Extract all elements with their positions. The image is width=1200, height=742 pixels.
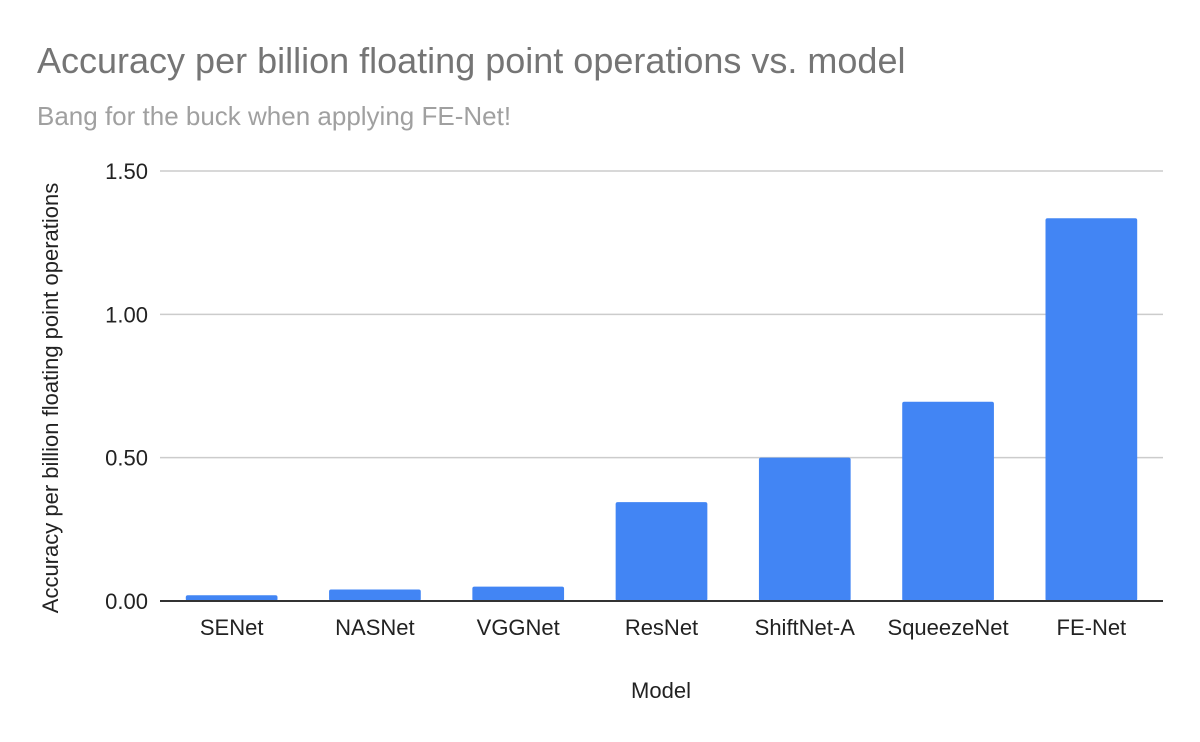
bar xyxy=(185,595,278,601)
x-tick-label: FE-Net xyxy=(1057,615,1127,640)
bar xyxy=(615,502,708,601)
x-tick-label: SqueezeNet xyxy=(888,615,1009,640)
y-tick-label: 0.00 xyxy=(105,589,148,614)
bar xyxy=(902,401,994,601)
bar xyxy=(758,457,851,601)
chart-title: Accuracy per billion floating point oper… xyxy=(37,40,906,81)
bar xyxy=(329,589,421,601)
y-tick-label: 1.00 xyxy=(105,302,148,327)
x-axis-title: Model xyxy=(631,678,691,703)
bar xyxy=(1045,218,1138,602)
y-axis-title: Accuracy per billion floating point oper… xyxy=(38,183,63,613)
x-tick-label: VGGNet xyxy=(477,615,560,640)
x-tick-label: ResNet xyxy=(625,615,698,640)
chart-subtitle: Bang for the buck when applying FE-Net! xyxy=(37,101,512,131)
bars xyxy=(185,218,1138,602)
y-tick-label: 0.50 xyxy=(105,446,148,471)
x-tick-label: NASNet xyxy=(335,615,414,640)
bar xyxy=(472,586,565,601)
x-tick-label: ShiftNet-A xyxy=(755,615,856,640)
y-tick-label: 1.50 xyxy=(105,159,148,184)
x-tick-label: SENet xyxy=(200,615,264,640)
gridlines xyxy=(160,170,1163,459)
labels: 0.00 0.50 1.00 1.50 SENet NASNet VGGNet ResNet S… xyxy=(105,159,1126,640)
